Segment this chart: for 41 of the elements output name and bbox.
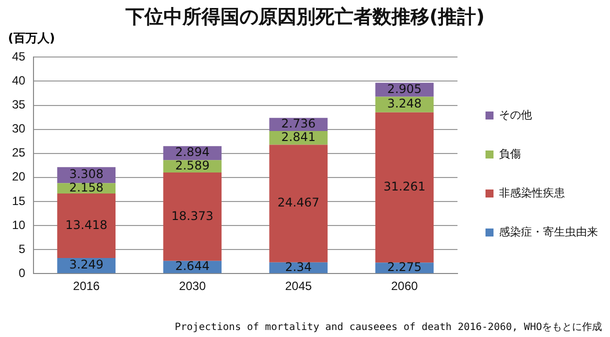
data-label: 18.373 (171, 208, 214, 223)
legend-label: 感染症・寄生虫由来 (499, 225, 598, 238)
data-label: 13.418 (65, 218, 108, 232)
y-tick-label: 20 (12, 170, 26, 184)
bar (163, 172, 222, 261)
legend-label: その他 (499, 108, 532, 122)
data-label: 2.275 (387, 260, 422, 274)
y-tick-label: 40 (12, 74, 26, 88)
data-label: 2.894 (175, 145, 210, 160)
x-tick-label: 2016 (73, 279, 100, 294)
y-tick-label: 5 (18, 242, 26, 256)
y-tick-label: 25 (12, 146, 26, 160)
chart-title: 下位中所得国の原因別死亡者数推移(推計) (124, 5, 486, 30)
data-label: 2.841 (281, 130, 316, 144)
data-label: 31.261 (383, 180, 426, 194)
data-label: 24.467 (277, 196, 320, 210)
data-label: 2.736 (281, 116, 316, 131)
x-tick-label: 2045 (285, 279, 312, 294)
y-tick-label: 15 (12, 194, 26, 208)
y-tick-label: 10 (12, 218, 26, 232)
legend-label: 負傷 (499, 147, 521, 160)
bar (57, 193, 116, 258)
bar (269, 144, 328, 262)
y-tick-label: 0 (18, 266, 26, 280)
data-label: 3.248 (387, 96, 422, 111)
data-label: 2.34 (285, 260, 312, 274)
bar (375, 112, 434, 263)
data-label: 2.644 (175, 259, 210, 274)
y-tick-label: 35 (12, 98, 26, 112)
x-tick-label: 2030 (179, 279, 206, 294)
y-tick-label: 30 (12, 122, 26, 136)
data-label: 2.158 (69, 180, 104, 194)
data-label: 3.308 (69, 167, 104, 182)
data-label: 2.589 (175, 158, 210, 172)
data-label: 2.905 (387, 82, 422, 96)
text: Projections of mortality and causeees of death 2016-2060, WHOをもとに作成 (174, 320, 602, 334)
data-label: 3.249 (69, 258, 104, 272)
legend-label: 非感染性疾患 (499, 186, 565, 200)
y-tick-label: 45 (12, 50, 26, 64)
y-axis-title: (百万人) (8, 30, 55, 47)
x-tick-label: 2060 (391, 279, 418, 294)
